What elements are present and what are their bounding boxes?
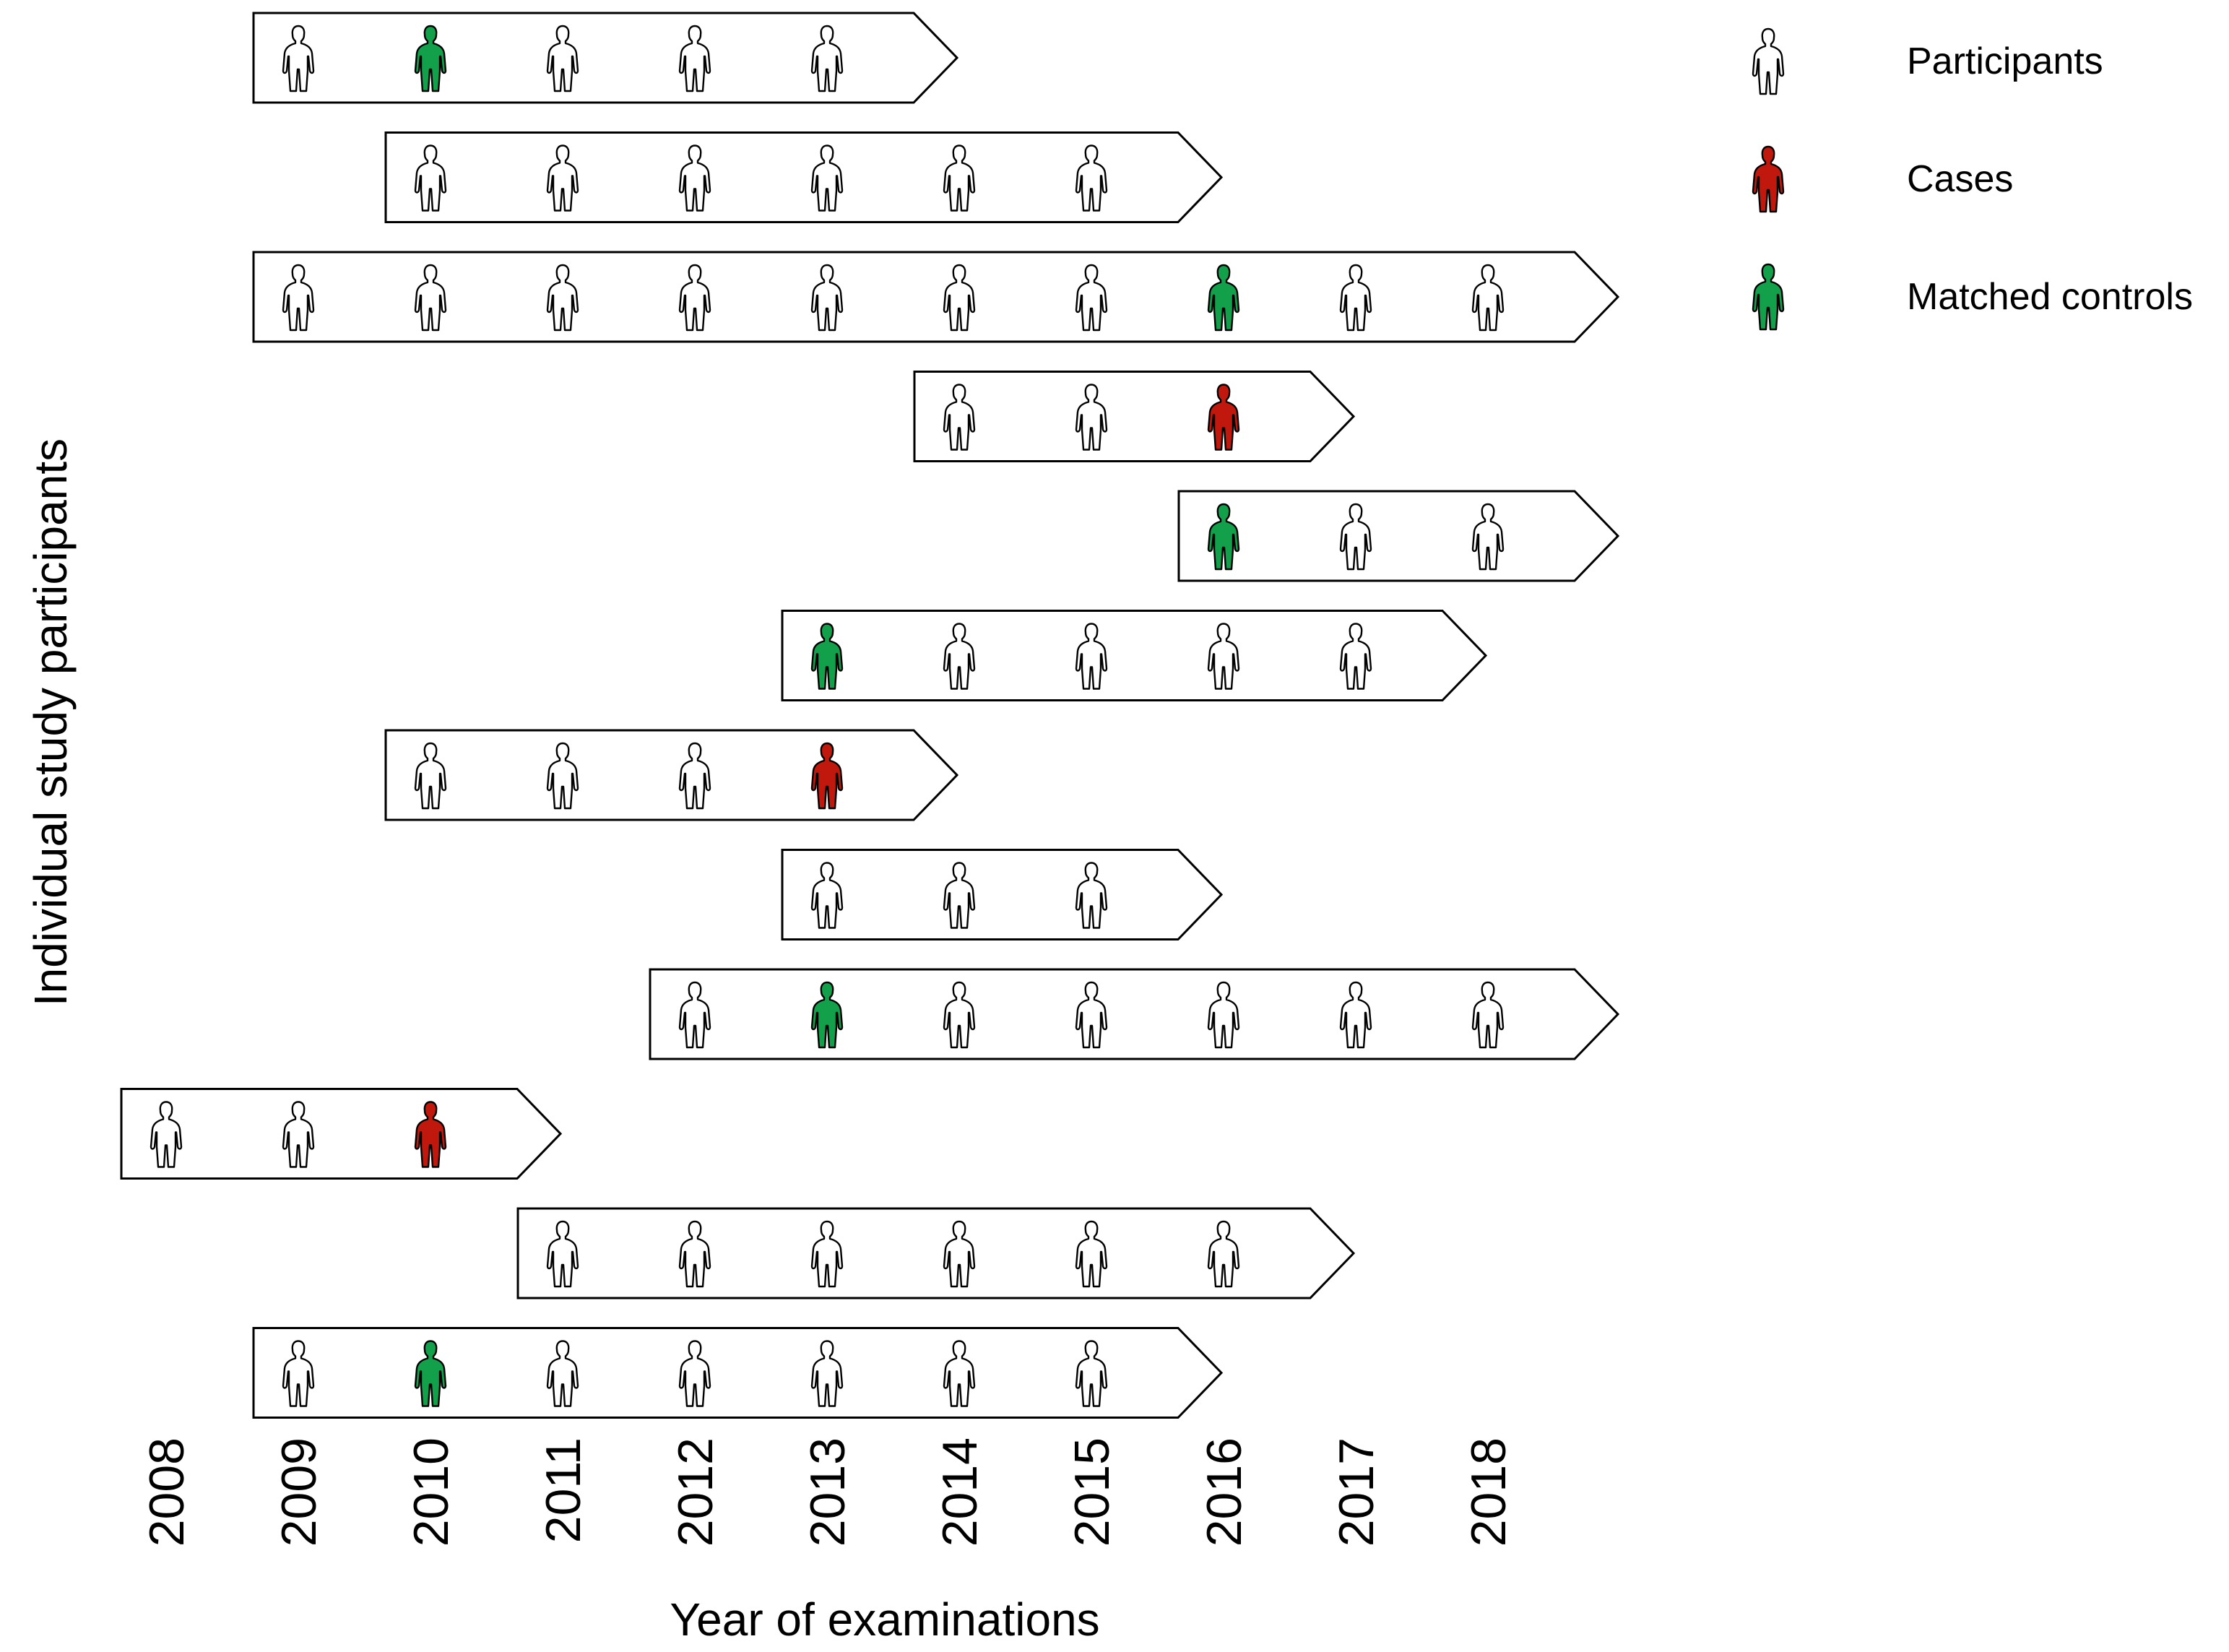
row-follow-up-arrow (252, 251, 1620, 343)
year-tick-label: 2013 (800, 1437, 855, 1547)
legend-label: Cases (1907, 158, 2013, 200)
row-follow-up-arrow (1177, 490, 1620, 582)
row-follow-up-arrow (781, 610, 1488, 701)
year-tick-label: 2016 (1197, 1437, 1252, 1547)
row-follow-up-arrow (384, 131, 1224, 223)
participant-row (252, 251, 1620, 343)
year-tick-label: 2009 (272, 1437, 326, 1547)
row-follow-up-arrow (516, 1207, 1356, 1299)
legend: Participants Cases Matched controls (1752, 27, 2193, 331)
participant-row (649, 968, 1620, 1060)
legend-item-participant: Participants (1752, 27, 2103, 95)
case-legend-icon (1752, 145, 1785, 213)
year-tick-label: 2008 (139, 1437, 194, 1547)
participant-row (384, 131, 1224, 223)
year-tick-label: 2015 (1065, 1437, 1120, 1547)
row-follow-up-arrow (649, 968, 1620, 1060)
participant-legend-icon (1752, 27, 1785, 95)
participant-row (913, 371, 1356, 462)
row-follow-up-arrow (120, 1088, 563, 1180)
participant-row (781, 849, 1224, 940)
row-follow-up-arrow (252, 12, 959, 104)
year-tick-label: 2012 (668, 1437, 723, 1547)
row-follow-up-arrow (252, 1327, 1224, 1419)
participant-row (1177, 490, 1620, 582)
participant-row (781, 610, 1488, 701)
y-axis-title: Individual study participants (25, 438, 77, 1006)
legend-label: Matched controls (1907, 276, 2193, 318)
participant-row (252, 1327, 1224, 1419)
control-legend-icon (1752, 263, 1785, 331)
legend-item-case: Cases (1752, 145, 2013, 213)
year-axis-labels: 2008 2009 2010 2011 2012 2013 2014 2015 2016 2017… (139, 1437, 1516, 1547)
year-tick-label: 2017 (1329, 1437, 1384, 1547)
year-tick-label: 2010 (404, 1437, 459, 1547)
row-follow-up-arrow (384, 729, 959, 821)
year-tick-label: 2011 (536, 1437, 591, 1543)
participant-row (384, 729, 959, 821)
participant-row (516, 1207, 1356, 1299)
row-follow-up-arrow (913, 371, 1356, 462)
participant-rows (120, 12, 1620, 1419)
year-tick-label: 2014 (932, 1437, 987, 1547)
legend-label: Participants (1907, 40, 2103, 82)
year-tick-label: 2018 (1461, 1437, 1516, 1547)
legend-item-control: Matched controls (1752, 263, 2193, 331)
row-follow-up-arrow (781, 849, 1224, 940)
participant-row (252, 12, 959, 104)
x-axis-title: Year of examinations (670, 1593, 1099, 1645)
participant-row (120, 1088, 563, 1180)
